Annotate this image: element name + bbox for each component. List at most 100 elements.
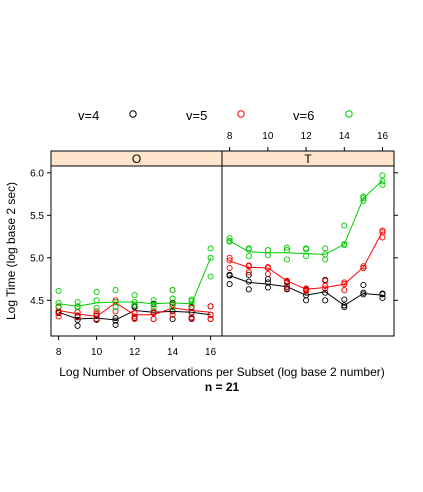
legend-marker-v4 bbox=[129, 110, 137, 118]
x-tick-label-bottom: 16 bbox=[205, 347, 217, 358]
y-tick-label: 6.0 bbox=[30, 168, 44, 179]
data-point-t-v6 bbox=[322, 256, 329, 263]
data-point-t-v5 bbox=[264, 270, 271, 278]
data-point-t-v6 bbox=[283, 247, 291, 254]
legend-marker-v5 bbox=[237, 110, 245, 118]
data-point-t-v5 bbox=[360, 263, 367, 270]
x-tick-label-bottom: 12 bbox=[129, 347, 141, 358]
data-point-o-v6 bbox=[93, 297, 100, 304]
legend: v=4 v=5 v=6 bbox=[78, 108, 353, 123]
data-point-t-v5 bbox=[341, 281, 348, 288]
data-point-o-v6 bbox=[207, 273, 214, 280]
data-point-t-v5 bbox=[245, 269, 252, 276]
x-tick-label-top: 14 bbox=[339, 131, 351, 142]
data-point-o-v4 bbox=[112, 315, 119, 322]
data-point-o-v5 bbox=[207, 315, 214, 323]
data-point-t-v4 bbox=[226, 272, 233, 279]
data-point-t-v5 bbox=[379, 234, 386, 241]
legend-label-v5: v=5 bbox=[186, 108, 207, 123]
panel-t: T bbox=[221, 150, 395, 337]
data-point-t-v5 bbox=[379, 227, 386, 234]
x-tick-label-bottom: 8 bbox=[56, 347, 62, 358]
series-line-t-v6 bbox=[229, 180, 383, 255]
data-point-t-v4 bbox=[264, 276, 271, 283]
subtitle: n = 21 bbox=[205, 380, 240, 394]
data-point-o-v5 bbox=[131, 315, 138, 323]
data-point-o-v6 bbox=[207, 245, 214, 252]
data-point-t-v6 bbox=[379, 178, 386, 185]
data-point-o-v4 bbox=[93, 312, 100, 319]
data-point-o-v6 bbox=[93, 304, 100, 311]
data-point-o-v4 bbox=[169, 308, 176, 315]
data-point-o-v6 bbox=[169, 304, 176, 311]
data-point-t-v6 bbox=[264, 252, 271, 259]
data-point-t-v5 bbox=[264, 264, 271, 272]
x-axis-title: Log Number of Observations per Subset (l… bbox=[59, 365, 385, 379]
data-point-o-v5 bbox=[207, 303, 214, 310]
data-point-t-v5 bbox=[226, 254, 233, 261]
data-point-o-v5 bbox=[207, 311, 214, 318]
series-line-t-v4 bbox=[229, 275, 383, 307]
data-point-t-v6 bbox=[322, 245, 329, 252]
data-point-t-v6 bbox=[341, 241, 348, 249]
data-point-o-v4 bbox=[74, 322, 81, 329]
data-point-t-v6 bbox=[245, 245, 252, 252]
data-point-o-v6 bbox=[55, 299, 62, 306]
data-point-t-v5 bbox=[303, 287, 310, 294]
data-point-t-v4 bbox=[245, 286, 252, 293]
data-point-t-v6 bbox=[379, 181, 386, 188]
data-point-t-v4 bbox=[379, 294, 386, 301]
x-tick-label-bottom: 14 bbox=[167, 347, 179, 358]
data-point-t-v6 bbox=[303, 245, 310, 252]
data-point-t-v4 bbox=[226, 281, 233, 288]
data-point-o-v5 bbox=[169, 301, 176, 308]
data-point-o-v4 bbox=[131, 303, 138, 310]
y-axis-title: Log Time (log base 2 sec) bbox=[4, 182, 18, 320]
data-point-o-v5 bbox=[150, 310, 157, 317]
data-point-o-v5 bbox=[93, 315, 100, 323]
data-point-o-v5 bbox=[131, 313, 138, 320]
data-point-t-v5 bbox=[341, 287, 348, 294]
legend-label-v4: v=4 bbox=[78, 108, 99, 123]
data-point-o-v5 bbox=[150, 308, 157, 315]
data-point-o-v5 bbox=[93, 308, 100, 315]
data-point-t-v5 bbox=[322, 285, 329, 292]
data-point-t-v5 bbox=[245, 262, 252, 269]
x-tick-label-top: 16 bbox=[377, 131, 389, 142]
data-point-o-v6 bbox=[150, 304, 157, 311]
data-point-o-v6 bbox=[188, 301, 195, 308]
y-tick-label: 5.0 bbox=[30, 253, 44, 264]
data-point-t-v6 bbox=[264, 247, 271, 254]
data-point-o-v6 bbox=[112, 304, 119, 311]
data-point-o-v5 bbox=[112, 308, 119, 315]
legend-label-v6: v=6 bbox=[293, 108, 314, 123]
data-point-t-v6 bbox=[303, 253, 310, 260]
x-tick-label-top: 8 bbox=[227, 131, 233, 142]
data-point-t-v4 bbox=[360, 291, 367, 298]
data-point-t-v6 bbox=[360, 193, 367, 200]
data-point-t-v4 bbox=[360, 289, 367, 296]
data-point-o-v6 bbox=[112, 287, 119, 294]
data-point-t-v5 bbox=[341, 279, 348, 286]
data-point-o-v6 bbox=[169, 287, 176, 294]
strip-label-t: T bbox=[304, 152, 312, 166]
data-point-o-v5 bbox=[112, 297, 119, 304]
series-line-o-v5 bbox=[58, 302, 211, 318]
data-point-t-v5 bbox=[226, 264, 233, 272]
data-point-t-v6 bbox=[283, 256, 291, 263]
data-point-o-v6 bbox=[74, 304, 81, 311]
series-line-t-v5 bbox=[229, 231, 383, 290]
data-point-t-v4 bbox=[341, 296, 348, 303]
data-point-t-v6 bbox=[341, 222, 348, 229]
data-point-t-v6 bbox=[226, 235, 233, 242]
legend-marker-v6 bbox=[345, 110, 353, 118]
data-point-o-v4 bbox=[112, 321, 119, 328]
data-point-t-v6 bbox=[283, 244, 291, 251]
data-point-t-v5 bbox=[360, 264, 367, 272]
data-point-o-v6 bbox=[169, 295, 176, 302]
data-point-o-v4 bbox=[169, 315, 176, 323]
y-tick-label: 5.5 bbox=[30, 211, 44, 222]
data-point-o-v5 bbox=[131, 310, 138, 317]
data-point-t-v4 bbox=[245, 271, 252, 278]
data-point-o-v6 bbox=[55, 287, 62, 294]
